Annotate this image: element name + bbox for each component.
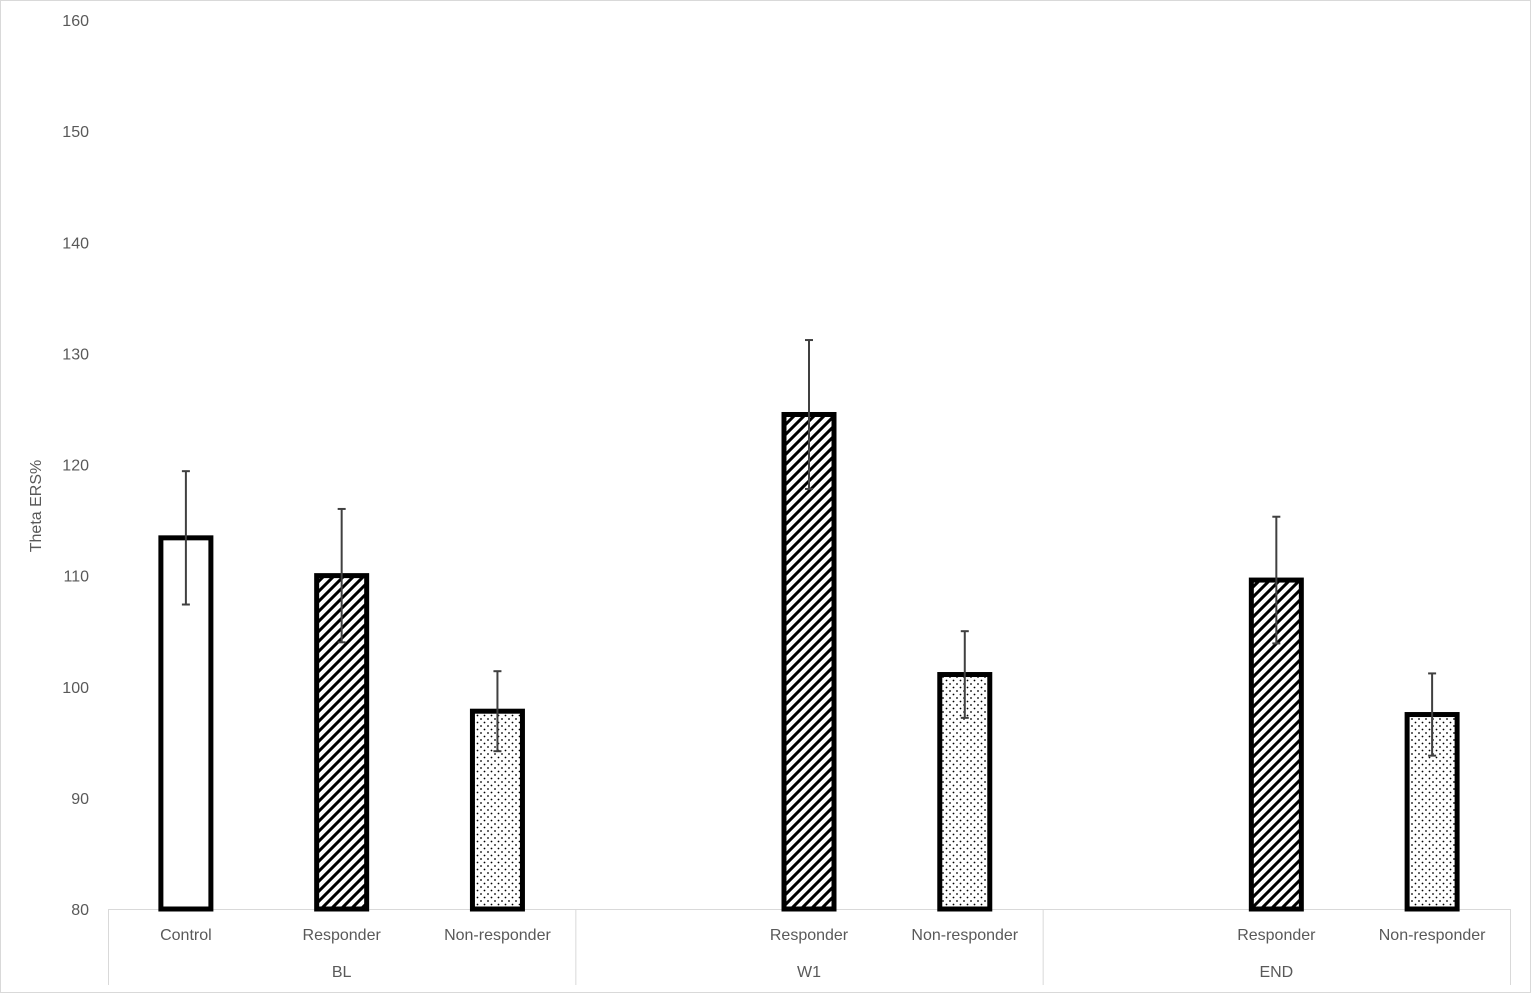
y-tick-label: 100: [62, 680, 89, 697]
category-label: Control: [160, 927, 212, 944]
y-tick-label: 150: [62, 124, 89, 141]
category-label: Non-responder: [1379, 927, 1486, 944]
category-label: Responder: [303, 927, 382, 944]
category-label: Non-responder: [911, 927, 1018, 944]
y-tick-label: 80: [71, 902, 89, 919]
label-layer: Control Responder Non-responder BL Responder…: [160, 927, 1486, 981]
y-tick-label: 90: [71, 791, 89, 808]
y-tick-label: 140: [62, 235, 89, 252]
category-label: Responder: [1237, 927, 1316, 944]
bar-layer: [158, 339, 1460, 912]
y-tick-label: 130: [62, 346, 89, 363]
y-tick-label: 120: [62, 458, 89, 475]
bar-w1-responder: [781, 411, 837, 912]
category-label: Responder: [770, 927, 849, 944]
y-tick-label: 110: [63, 569, 89, 586]
group-label: BL: [332, 964, 352, 981]
y-tick-label: 160: [62, 13, 89, 30]
y-axis-title: Theta ERS%: [28, 460, 45, 552]
group-label: END: [1259, 964, 1293, 981]
category-label: Non-responder: [444, 927, 551, 944]
group-label: W1: [797, 964, 821, 981]
bar-bl-control: [158, 535, 214, 912]
